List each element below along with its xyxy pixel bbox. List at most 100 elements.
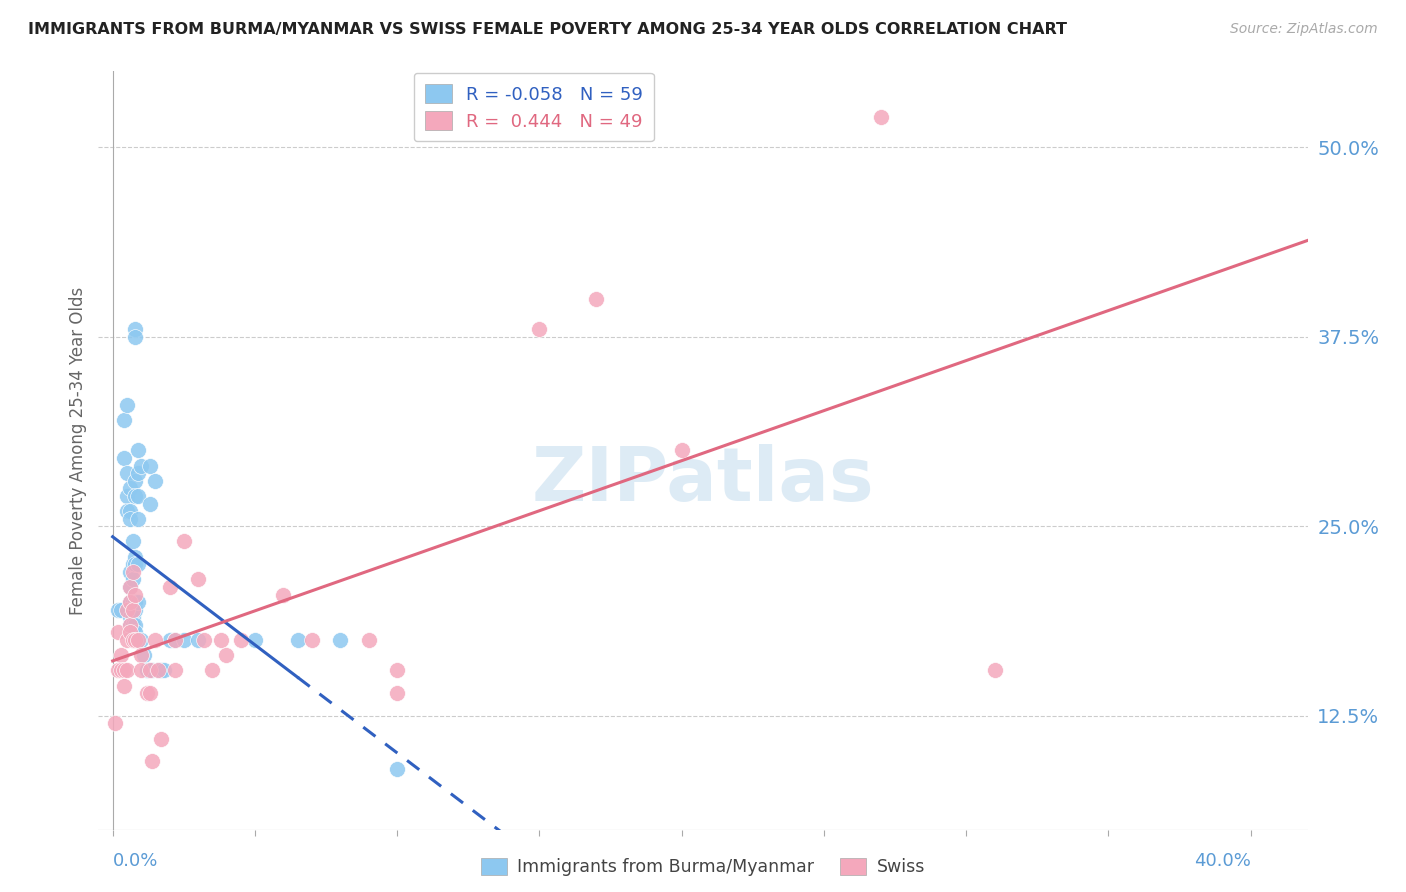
Point xyxy=(173,633,195,648)
Point xyxy=(118,595,141,609)
Point xyxy=(165,633,187,648)
Point xyxy=(118,565,141,579)
Point xyxy=(273,588,295,602)
Point xyxy=(127,489,149,503)
Point xyxy=(146,664,169,678)
Point xyxy=(127,466,149,480)
Point xyxy=(121,595,143,609)
Text: Source: ZipAtlas.com: Source: ZipAtlas.com xyxy=(1230,22,1378,37)
Point xyxy=(124,588,146,602)
Point xyxy=(173,534,195,549)
Point xyxy=(165,664,187,678)
Text: 0.0%: 0.0% xyxy=(112,853,157,871)
Point xyxy=(115,466,138,480)
Point xyxy=(121,625,143,640)
Point xyxy=(129,664,152,678)
Point xyxy=(585,292,607,306)
Point xyxy=(127,595,149,609)
Point xyxy=(127,633,149,648)
Point xyxy=(138,664,160,678)
Point xyxy=(187,633,209,648)
Point xyxy=(165,633,187,648)
Point xyxy=(110,603,132,617)
Point xyxy=(124,557,146,572)
Point xyxy=(146,664,169,678)
Point xyxy=(209,633,232,648)
Legend: Immigrants from Burma/Myanmar, Swiss: Immigrants from Burma/Myanmar, Swiss xyxy=(474,851,932,883)
Point xyxy=(385,686,408,700)
Point xyxy=(121,573,143,587)
Point xyxy=(141,664,163,678)
Point xyxy=(110,648,132,662)
Point xyxy=(124,489,146,503)
Point xyxy=(124,595,146,609)
Point xyxy=(138,686,160,700)
Point xyxy=(329,633,352,648)
Point xyxy=(124,625,146,640)
Point xyxy=(118,625,141,640)
Point xyxy=(127,557,149,572)
Point xyxy=(983,664,1005,678)
Point xyxy=(153,664,176,678)
Point xyxy=(115,603,138,617)
Point xyxy=(150,731,173,746)
Point xyxy=(150,664,173,678)
Point xyxy=(124,617,146,632)
Point xyxy=(529,322,551,336)
Point xyxy=(121,617,143,632)
Point xyxy=(201,664,224,678)
Point xyxy=(121,565,143,579)
Point xyxy=(110,664,132,678)
Point xyxy=(138,458,160,473)
Point xyxy=(215,648,238,662)
Point xyxy=(107,603,129,617)
Point xyxy=(115,398,138,412)
Point xyxy=(187,573,209,587)
Point xyxy=(118,617,141,632)
Point xyxy=(193,633,215,648)
Point xyxy=(124,603,146,617)
Point xyxy=(112,679,135,693)
Point xyxy=(118,580,141,594)
Point xyxy=(121,557,143,572)
Point xyxy=(869,110,891,124)
Point xyxy=(121,603,143,617)
Point xyxy=(159,633,181,648)
Point xyxy=(118,595,141,609)
Point xyxy=(115,664,138,678)
Point xyxy=(112,451,135,466)
Point xyxy=(138,496,160,510)
Point xyxy=(107,625,129,640)
Point xyxy=(385,762,408,776)
Text: IMMIGRANTS FROM BURMA/MYANMAR VS SWISS FEMALE POVERTY AMONG 25-34 YEAR OLDS CORR: IMMIGRANTS FROM BURMA/MYANMAR VS SWISS F… xyxy=(28,22,1067,37)
Y-axis label: Female Poverty Among 25-34 Year Olds: Female Poverty Among 25-34 Year Olds xyxy=(69,286,87,615)
Legend: R = -0.058   N = 59, R =  0.444   N = 49: R = -0.058 N = 59, R = 0.444 N = 49 xyxy=(413,73,654,142)
Point xyxy=(115,633,138,648)
Point xyxy=(104,716,127,731)
Point xyxy=(124,322,146,336)
Point xyxy=(671,443,693,458)
Point xyxy=(132,648,155,662)
Point xyxy=(118,580,141,594)
Point xyxy=(107,664,129,678)
Point xyxy=(141,755,163,769)
Text: 40.0%: 40.0% xyxy=(1194,853,1251,871)
Point xyxy=(121,610,143,624)
Point xyxy=(287,633,309,648)
Point xyxy=(143,633,166,648)
Point xyxy=(121,534,143,549)
Point xyxy=(118,617,141,632)
Point xyxy=(143,474,166,488)
Point xyxy=(301,633,323,648)
Point xyxy=(229,633,252,648)
Point xyxy=(127,512,149,526)
Point xyxy=(135,686,157,700)
Point xyxy=(115,504,138,518)
Point xyxy=(124,474,146,488)
Point xyxy=(112,413,135,427)
Point xyxy=(118,512,141,526)
Point xyxy=(124,330,146,344)
Point xyxy=(135,664,157,678)
Point xyxy=(124,633,146,648)
Point xyxy=(115,489,138,503)
